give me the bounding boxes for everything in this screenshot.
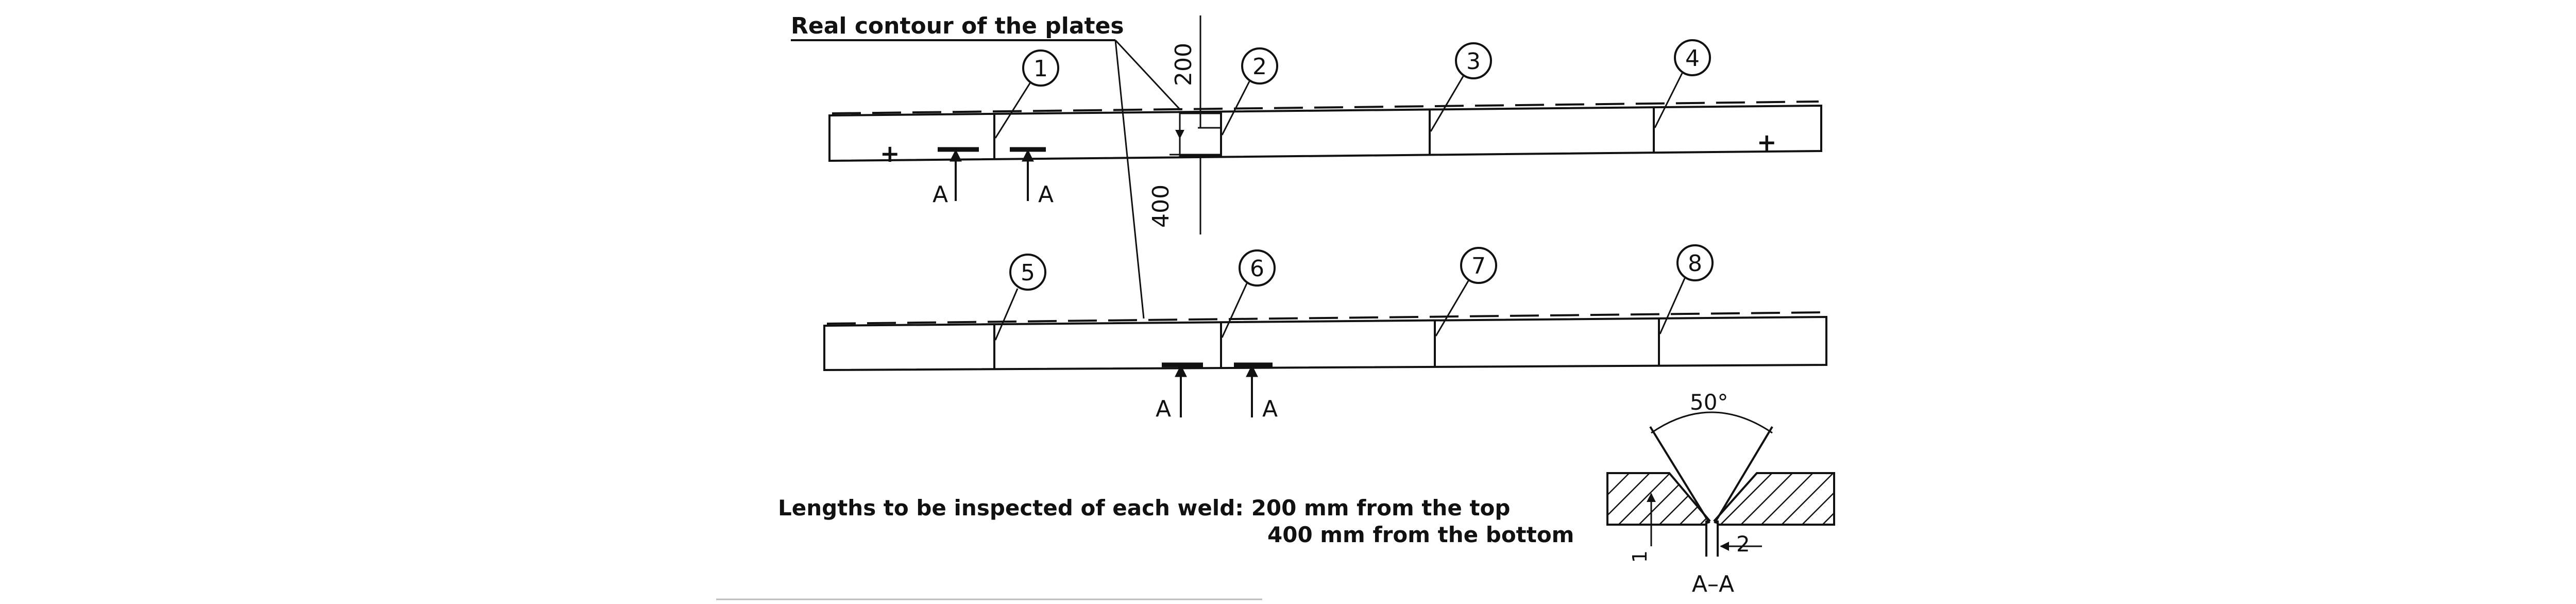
weld-4-label: 4 (1685, 45, 1700, 72)
weld-3-label: 3 (1466, 48, 1481, 75)
section-mark-label: A (1038, 181, 1054, 208)
weld-cross-section: 50° 2 1 A–A (1606, 390, 1835, 597)
weld-7: 7 (1435, 247, 1497, 337)
section-mark-label: A (1156, 396, 1171, 422)
weld-8-label: 8 (1688, 250, 1702, 277)
dimension-200: 200 (1171, 15, 1221, 139)
section-mark-lower-left: A (1156, 362, 1203, 422)
section-mark-upper-right: A (1010, 147, 1054, 208)
lower-plate (823, 311, 1827, 372)
section-angle-label: 50° (1690, 390, 1728, 415)
section-root-label: 1 (1629, 550, 1651, 563)
section-mark-label: A (933, 181, 948, 208)
section-mark-lower-right: A (1234, 362, 1278, 422)
weld-3: 3 (1430, 42, 1492, 132)
section-label: A–A (1692, 571, 1734, 597)
weld-5-label: 5 (1021, 260, 1035, 286)
dim-200-label: 200 (1171, 43, 1197, 86)
dimension-400: 400 (1148, 154, 1221, 234)
upper-plate (828, 100, 1822, 162)
marker-left: + (880, 140, 900, 167)
weld-1: 1 (994, 49, 1059, 139)
weld-6: 6 (1221, 249, 1276, 338)
note-line-2: 400 mm from the bottom (1267, 522, 1574, 547)
section-gap-label: 2 (1736, 531, 1750, 557)
caption-leader-lower (1114, 40, 1145, 319)
note-line-1: Lengths to be inspected of each weld: 20… (778, 495, 1510, 521)
dim-400-label: 400 (1148, 184, 1174, 228)
marker-right: + (1757, 128, 1777, 156)
caption-label: Real contour of the plates (791, 13, 1124, 39)
weld-6-label: 6 (1250, 256, 1264, 282)
weld-2: 2 (1221, 47, 1278, 136)
weld-7-label: 7 (1471, 253, 1486, 279)
section-mark-label: A (1262, 396, 1278, 422)
section-mark-upper-left: A (933, 147, 979, 208)
caption-leader-upper (1114, 39, 1181, 110)
weld-4: 4 (1654, 39, 1711, 128)
weld-5: 5 (994, 254, 1046, 341)
weld-1-label: 1 (1033, 56, 1048, 82)
weld-2-label: 2 (1252, 54, 1267, 80)
weld-8: 8 (1659, 244, 1714, 334)
